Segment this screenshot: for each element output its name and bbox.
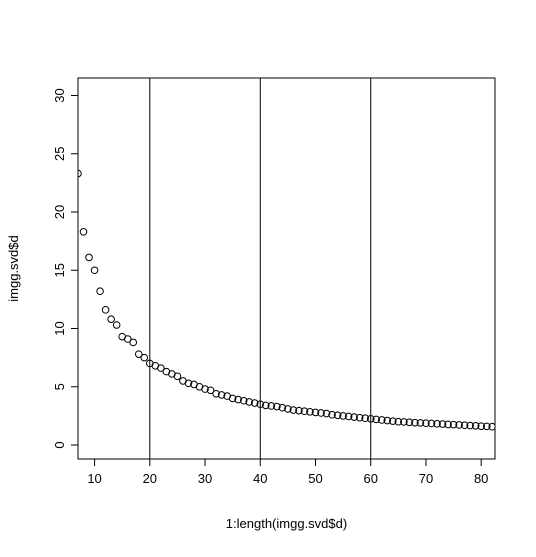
data-point xyxy=(201,385,209,393)
data-point xyxy=(361,414,370,423)
x-tick-label: 80 xyxy=(474,471,488,486)
data-point xyxy=(383,416,392,425)
data-point xyxy=(123,335,132,343)
x-tick-label: 50 xyxy=(308,471,322,486)
data-point xyxy=(400,418,408,426)
x-axis-ticks: 10 20 30 40 50 60 70 80 xyxy=(87,459,488,486)
data-point xyxy=(477,422,485,430)
data-point xyxy=(449,420,458,429)
y-tick-label: 15 xyxy=(52,263,67,277)
x-axis-label: 1:length(imgg.svd$d) xyxy=(226,516,347,531)
data-point xyxy=(212,389,220,398)
data-point xyxy=(438,420,447,428)
data-point xyxy=(300,407,309,416)
data-point xyxy=(317,409,325,417)
data-point xyxy=(90,266,99,275)
data-point xyxy=(389,417,397,425)
data-point xyxy=(289,406,298,414)
data-point xyxy=(228,394,237,403)
plot-area-border xyxy=(77,77,496,460)
data-point xyxy=(372,415,381,424)
data-point xyxy=(134,350,143,358)
y-axis-label: imgg.svd$d xyxy=(6,235,21,301)
data-point xyxy=(488,422,495,431)
data-point xyxy=(433,420,441,428)
data-point xyxy=(284,405,292,413)
x-tick-label: 20 xyxy=(143,471,157,486)
data-point xyxy=(267,402,276,410)
data-point xyxy=(350,413,358,421)
data-point xyxy=(206,386,215,395)
data-point xyxy=(239,396,248,405)
data-point xyxy=(444,420,452,429)
y-tick-label: 20 xyxy=(52,205,67,219)
data-point xyxy=(217,391,226,399)
data-point xyxy=(157,364,165,372)
data-point xyxy=(184,379,193,388)
data-point xyxy=(455,421,463,429)
data-point xyxy=(344,412,353,421)
y-tick-label: 0 xyxy=(52,441,67,448)
data-point xyxy=(96,287,104,296)
data-point xyxy=(79,227,88,236)
data-point xyxy=(173,372,182,381)
data-point xyxy=(273,402,281,411)
data-point xyxy=(306,408,314,416)
data-point xyxy=(333,411,342,420)
x-tick-label: 10 xyxy=(87,471,101,486)
data-point xyxy=(460,421,469,430)
vertical-reference-lines xyxy=(149,78,372,459)
data-point xyxy=(107,315,115,323)
y-tick-label: 5 xyxy=(52,383,67,390)
data-point xyxy=(411,418,419,427)
data-point xyxy=(328,410,336,419)
x-tick-label: 40 xyxy=(253,471,267,486)
data-point xyxy=(78,169,82,178)
data-point xyxy=(339,412,347,420)
data-point xyxy=(466,421,474,430)
data-point xyxy=(322,409,331,418)
data-point xyxy=(261,401,270,410)
data-point xyxy=(482,422,491,431)
data-point xyxy=(311,408,320,417)
data-point xyxy=(278,403,287,412)
data-point xyxy=(422,419,430,428)
x-tick-label: 70 xyxy=(419,471,433,486)
data-point xyxy=(405,418,414,427)
y-tick-label: 30 xyxy=(52,88,67,102)
data-point xyxy=(256,400,265,409)
x-tick-label: 60 xyxy=(363,471,377,486)
data-point xyxy=(427,419,436,428)
data-point xyxy=(394,417,403,426)
data-point xyxy=(129,338,138,347)
data-point xyxy=(250,399,259,407)
data-point xyxy=(295,406,303,415)
data-point xyxy=(234,395,242,404)
data-point xyxy=(245,398,254,406)
data-point xyxy=(416,419,425,427)
data-point xyxy=(471,421,480,430)
data-point xyxy=(366,415,375,423)
y-tick-label: 10 xyxy=(52,321,67,335)
data-points xyxy=(78,169,495,431)
data-point xyxy=(355,413,364,422)
data-point xyxy=(85,253,93,262)
x-tick-label: 30 xyxy=(198,471,212,486)
y-tick-label: 25 xyxy=(52,146,67,160)
y-axis-ticks: 0 5 10 15 20 25 30 xyxy=(52,88,78,449)
data-point xyxy=(101,306,110,314)
data-point xyxy=(112,321,121,329)
data-point xyxy=(377,416,386,424)
data-point xyxy=(140,353,149,362)
